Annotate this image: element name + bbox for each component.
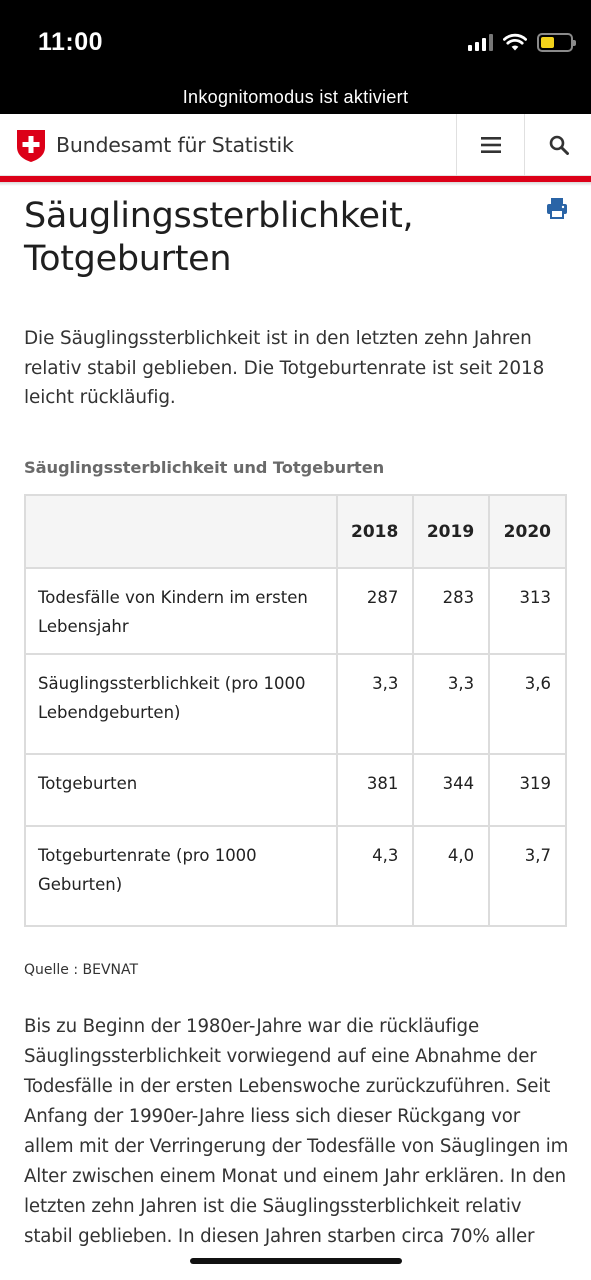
battery-icon <box>537 32 576 52</box>
signal-icon <box>468 33 493 51</box>
table-row-label: Totgeburten <box>24 753 338 827</box>
table-row: Totgeburten 381 344 319 <box>24 753 567 827</box>
table-row-label: Totgeburtenrate (pro 1000 Geburten) <box>24 825 338 927</box>
table-cell: 287 <box>335 567 415 655</box>
table-header-row: 2018 2019 2020 <box>24 494 567 569</box>
body-paragraph: Bis zu Beginn der 1980er-Jahre war die r… <box>24 1016 569 1247</box>
search-icon <box>549 135 569 155</box>
table-header-year: 2020 <box>488 494 567 569</box>
incognito-banner: Inkognitomodus ist aktiviert <box>0 84 591 114</box>
table-row-label: Säuglingssterblichkeit (pro 1000 Lebendg… <box>24 653 338 755</box>
menu-button[interactable] <box>456 114 524 176</box>
table-cell: 4,3 <box>335 825 415 927</box>
table-row-label: Todesfälle von Kindern im ersten Lebensj… <box>24 567 338 655</box>
table-cell: 313 <box>488 567 567 655</box>
menu-icon <box>480 137 501 153</box>
table-cell: 381 <box>335 753 415 827</box>
data-table: 2018 2019 2020 Todesfälle von Kindern im… <box>24 494 567 927</box>
table-cell: 3,3 <box>335 653 415 755</box>
table-cell: 3,7 <box>488 825 567 927</box>
table-cell: 319 <box>488 753 567 827</box>
brand-name[interactable]: Bundesamt für Statistik <box>56 133 294 157</box>
wifi-icon <box>503 33 527 50</box>
header-shadow <box>0 182 591 186</box>
table-caption: Säuglingssterblichkeit und Totgeburten <box>24 458 385 477</box>
table-cell: 4,0 <box>412 825 491 927</box>
table-source: Quelle : BEVNAT <box>24 962 139 978</box>
table-cell: 3,6 <box>488 653 567 755</box>
table-row: Todesfälle von Kindern im ersten Lebensj… <box>24 567 567 655</box>
status-time: 11:00 <box>38 28 104 56</box>
table-cell: 3,3 <box>412 653 491 755</box>
table-cell: 283 <box>412 567 491 655</box>
print-icon[interactable] <box>546 197 568 219</box>
table-cell: 344 <box>412 753 491 827</box>
table-header-year: 2019 <box>412 494 491 569</box>
status-icons <box>468 30 576 54</box>
page-title: Säuglingssterblichkeit, Totgeburten <box>24 195 524 281</box>
table-header-year: 2018 <box>335 494 415 569</box>
search-button[interactable] <box>524 114 591 176</box>
page-title-line1: Säuglingssterblichkeit, <box>24 196 414 236</box>
table-row: Säuglingssterblichkeit (pro 1000 Lebendg… <box>24 653 567 755</box>
table-row: Totgeburtenrate (pro 1000 Geburten) 4,3 … <box>24 825 567 927</box>
lead-paragraph: Die Säuglingssterblichkeit ist in den le… <box>24 328 545 408</box>
status-bar: 11:00 <box>0 0 591 84</box>
home-indicator[interactable] <box>190 1258 402 1264</box>
swiss-cross-icon[interactable] <box>16 129 46 163</box>
table-header-blank <box>24 494 338 569</box>
header-accent-bar <box>0 176 591 182</box>
page-title-line2: Totgeburten <box>24 239 232 279</box>
